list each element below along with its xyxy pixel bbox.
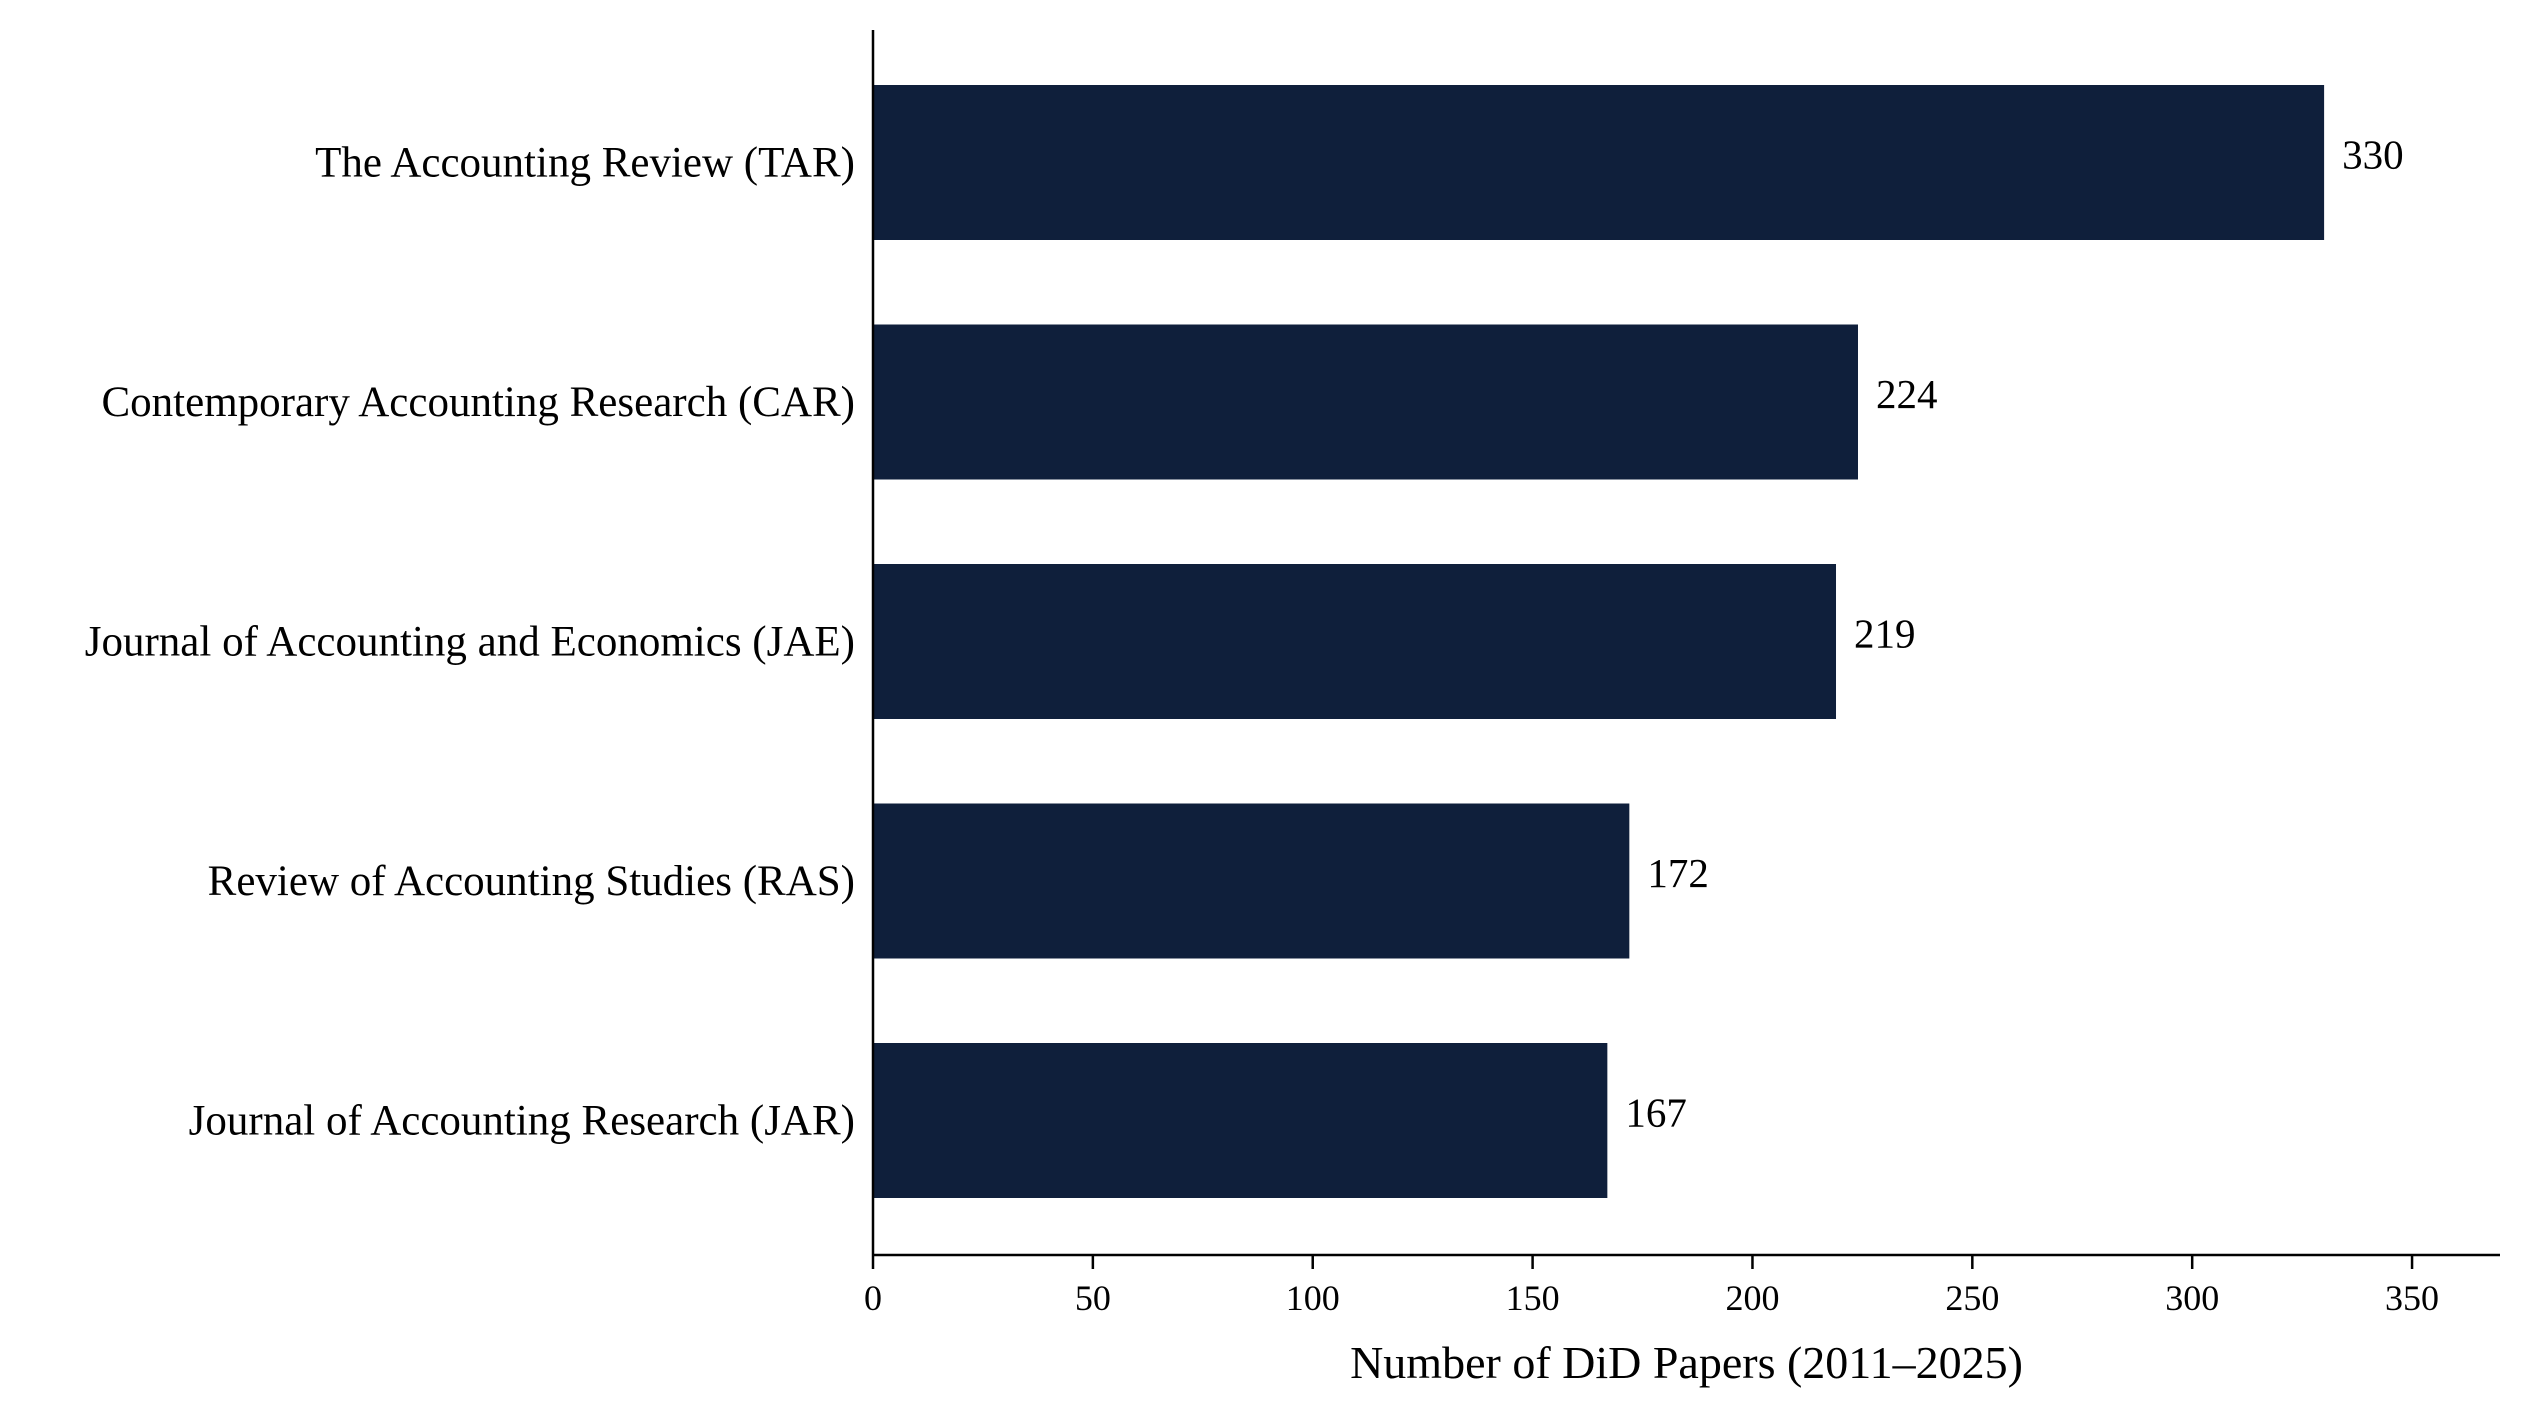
x-tick-label-250: 250 <box>1945 1278 1999 1318</box>
bar-3 <box>873 564 1837 719</box>
category-label-5: Journal of Accounting Research (JAR) <box>189 1098 855 1145</box>
bar-1 <box>873 85 2325 240</box>
value-label-4: 172 <box>1647 850 1709 896</box>
value-label-3: 219 <box>1854 611 1916 657</box>
category-label-4: Review of Accounting Studies (RAS) <box>208 858 855 905</box>
x-tick-label-300: 300 <box>2165 1278 2219 1318</box>
value-label-2: 224 <box>1876 371 1938 417</box>
x-tick-label-150: 150 <box>1506 1278 1560 1318</box>
x-tick-label-0: 0 <box>864 1278 882 1318</box>
category-label-3: Journal of Accounting and Economics (JAE… <box>85 619 855 666</box>
category-label-2: Contemporary Accounting Research (CAR) <box>101 379 855 426</box>
value-label-1: 330 <box>2342 132 2404 178</box>
bar-4 <box>873 803 1630 959</box>
bars-group <box>873 85 2325 1198</box>
bar-2 <box>873 324 1858 480</box>
x-ticks-group: 0 50 100 150 200 250 300 350 <box>864 1255 2439 1318</box>
bar-5 <box>873 1043 1608 1198</box>
category-labels-group: The Accounting Review (TAR) Contemporary … <box>85 140 855 1145</box>
category-label-1: The Accounting Review (TAR) <box>315 140 855 187</box>
x-axis-title: Number of DiD Papers (2011–2025) <box>1350 1337 2023 1388</box>
x-tick-label-350: 350 <box>2385 1278 2439 1318</box>
x-tick-label-200: 200 <box>1725 1278 1779 1318</box>
x-tick-label-100: 100 <box>1286 1278 1340 1318</box>
value-label-5: 167 <box>1625 1090 1687 1136</box>
x-tick-label-50: 50 <box>1075 1278 1111 1318</box>
value-labels-group: 330 224 219 172 167 <box>1625 132 2403 1136</box>
